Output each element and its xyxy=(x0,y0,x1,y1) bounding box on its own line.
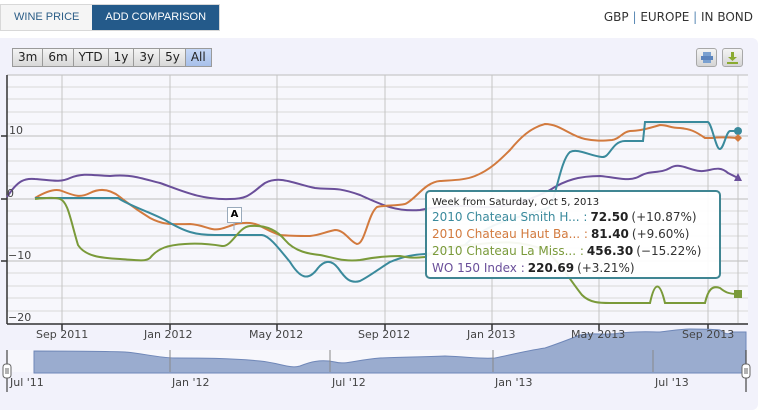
x-tick-label: Jan 2013 xyxy=(467,328,516,341)
colon: : xyxy=(576,244,584,258)
tooltip-value: 81.40 xyxy=(590,227,629,241)
export-button[interactable] xyxy=(722,48,743,67)
y-tick-neg20: −20 xyxy=(8,311,32,324)
tooltip-series-name: 2010 Chateau La Miss... xyxy=(432,244,577,258)
duty-in-bond[interactable]: IN BOND xyxy=(700,10,753,24)
region-europe[interactable]: EUROPE xyxy=(640,10,690,24)
tooltip-row-smith: 2010 Chateau Smith H... :72.50 (+10.87%) xyxy=(432,209,714,226)
print-button[interactable] xyxy=(696,48,717,67)
range-1y-button[interactable]: 1y xyxy=(107,48,135,67)
currency-gbp[interactable]: GBP xyxy=(603,10,629,24)
y-tick-0: 0 xyxy=(7,187,14,200)
range-all-button[interactable]: All xyxy=(184,48,212,67)
download-icon xyxy=(727,52,738,64)
y-tick-neg10: −10 xyxy=(8,249,32,262)
range-ytd-button[interactable]: YTD xyxy=(72,48,109,67)
tooltip-header: Week from Saturday, Oct 5, 2013 xyxy=(432,197,600,208)
range-3m-button[interactable]: 3m xyxy=(12,48,44,67)
y-tick-10: 10 xyxy=(9,124,23,137)
colon: : xyxy=(579,210,588,224)
tooltip-row-la-mission: 2010 Chateau La Miss... :456.30 (−15.22%) xyxy=(432,243,714,260)
tooltip-value: 456.30 xyxy=(586,244,634,258)
range-3y-button[interactable]: 3y xyxy=(133,48,161,67)
tooltip-row-wo150: WO 150 Index :220.69 (+3.21%) xyxy=(432,260,714,277)
tooltip-change: (−15.22%) xyxy=(636,244,702,258)
tab-wine-price[interactable]: WINE PRICE xyxy=(1,5,93,30)
colon: : xyxy=(580,227,588,241)
tooltip-series-name: WO 150 Index xyxy=(432,261,517,275)
range-5y-button[interactable]: 5y xyxy=(159,48,186,67)
print-icon xyxy=(701,52,713,63)
separator: | xyxy=(632,10,637,24)
separator: | xyxy=(693,10,698,24)
tooltip-change: (+3.21%) xyxy=(577,261,635,275)
tooltip-series-name: 2010 Chateau Smith H... xyxy=(432,210,580,224)
navigator-label: Jan '12 xyxy=(172,376,210,389)
x-tick-label: May 2013 xyxy=(571,328,626,341)
x-tick-label: Jan 2012 xyxy=(144,328,193,341)
navigator-label: Jul '11 xyxy=(10,376,44,389)
x-tick-label: Sep 2013 xyxy=(682,328,735,341)
tooltip-change: (+9.60%) xyxy=(631,227,690,241)
event-flag-a[interactable]: A xyxy=(227,207,242,223)
tooltip-value: 220.69 xyxy=(527,261,575,275)
currency-region-label: GBP | EUROPE | IN BOND xyxy=(604,10,753,24)
navigator-label: Jul '12 xyxy=(332,376,366,389)
tooltip-value: 72.50 xyxy=(590,210,629,224)
tooltip-row-haut-bailly: 2010 Chateau Haut Ba... :81.40 (+9.60%) xyxy=(432,226,714,243)
tooltip-series-name: 2010 Chateau Haut Ba... xyxy=(432,227,581,241)
view-tabs: WINE PRICE ADD COMPARISON xyxy=(0,4,221,31)
tooltip-change: (+10.87%) xyxy=(631,210,697,224)
range-6m-button[interactable]: 6m xyxy=(42,48,74,67)
range-selector: 3m 6m YTD 1y 3y 5y All xyxy=(12,48,212,67)
navigator-label: Jul '13 xyxy=(655,376,689,389)
x-tick-label: Sep 2011 xyxy=(36,328,89,341)
tab-add-comparison[interactable]: ADD COMPARISON xyxy=(92,5,220,30)
colon: : xyxy=(516,261,525,275)
chart-tooltip: Week from Saturday, Oct 5, 2013 2010 Cha… xyxy=(425,190,721,279)
navigator-label: Jan '13 xyxy=(495,376,533,389)
x-tick-label: Sep 2012 xyxy=(358,328,411,341)
x-tick-label: May 2012 xyxy=(249,328,304,341)
